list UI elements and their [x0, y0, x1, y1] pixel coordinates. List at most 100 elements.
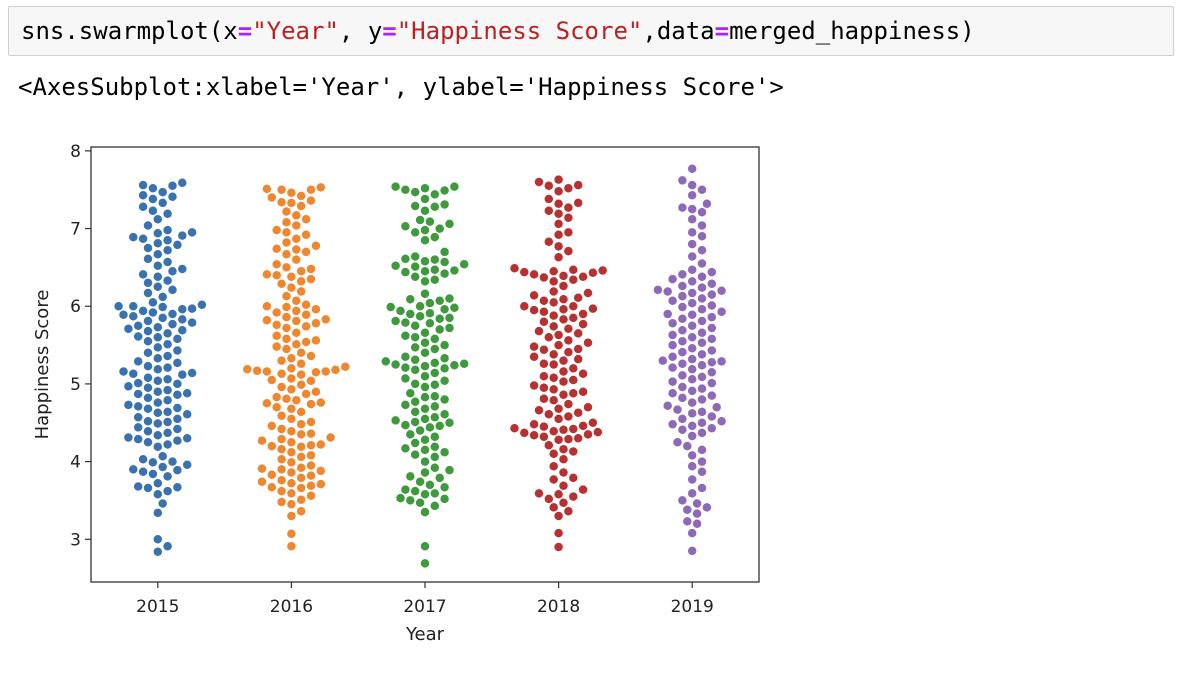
swarm-point-2019 — [652, 284, 663, 295]
swarm-point-2016 — [286, 384, 297, 395]
swarm-point-2016 — [286, 197, 297, 208]
swarm-point-2018 — [548, 266, 559, 277]
swarm-point-2016 — [296, 429, 307, 440]
swarm-point-2018 — [553, 174, 564, 185]
swarm-point-2016 — [281, 333, 292, 344]
swarm-point-2018 — [558, 376, 569, 387]
swarm-point-2016 — [320, 366, 331, 377]
swarm-point-2017 — [390, 316, 401, 326]
code-line[interactable]: sns.swarmplot(x="Year", y="Happiness Sco… — [21, 16, 975, 46]
swarm-point-2019 — [672, 437, 683, 448]
swarm-point-2015 — [128, 301, 139, 312]
swarm-point-2016 — [286, 363, 297, 374]
swarm-point-2016 — [306, 490, 316, 501]
swarm-point-2015 — [172, 378, 183, 389]
swarm-point-2017 — [429, 254, 440, 265]
swarm-point-2018 — [563, 347, 574, 358]
swarm-point-2017 — [429, 189, 440, 200]
swarm-point-2015 — [167, 191, 178, 202]
swarm-point-2016 — [306, 264, 316, 274]
x-tick-label: 2019 — [671, 597, 714, 617]
swarm-point-2017 — [429, 500, 440, 511]
swarm-point-2019 — [687, 180, 698, 191]
swarm-point-2019 — [667, 362, 678, 373]
swarm-point-2017 — [439, 482, 450, 493]
swarm-point-2015 — [138, 180, 149, 191]
swarm-point-2016 — [261, 366, 272, 377]
y-axis-label: Happiness Score — [32, 290, 53, 440]
swarm-point-2017 — [420, 361, 430, 372]
swarm-point-2019 — [687, 364, 698, 375]
y-tick-label: 6 — [70, 297, 81, 317]
swarm-point-2016 — [296, 190, 307, 201]
swarm-point-2017 — [429, 401, 440, 412]
swarm-point-2015 — [143, 336, 153, 347]
swarm-point-2017 — [410, 201, 421, 211]
swarm-point-2015 — [187, 317, 198, 328]
swarm-point-2015 — [152, 332, 163, 343]
swarm-point-2019 — [697, 304, 707, 315]
swarm-point-2017 — [429, 274, 440, 285]
swarm-point-2015 — [177, 264, 188, 274]
swarm-point-2019 — [697, 231, 707, 242]
swarm-point-2016 — [291, 210, 302, 221]
swarm-point-2016 — [306, 470, 316, 481]
swarm-point-2016 — [276, 454, 287, 465]
swarm-point-2015 — [118, 366, 129, 377]
swarm-point-2017 — [385, 302, 396, 312]
swarm-point-2015 — [128, 464, 139, 475]
code-y-val: "Happiness Score" — [396, 17, 643, 45]
swarm-point-2017 — [429, 201, 440, 212]
swarm-point-2015 — [143, 243, 153, 253]
swarm-point-2018 — [568, 301, 579, 312]
swarm-point-2018 — [543, 194, 554, 204]
swarm-point-2016 — [306, 428, 316, 439]
swarm-point-2017 — [410, 332, 421, 343]
swarm-point-2017 — [459, 259, 470, 270]
code-x-val: "Year" — [252, 17, 339, 45]
swarm-point-2017 — [449, 360, 460, 371]
swarm-point-2016 — [286, 413, 297, 424]
swarm-point-2015 — [147, 183, 158, 194]
swarm-point-2016 — [296, 406, 307, 417]
swarm-point-2019 — [697, 406, 707, 417]
swarm-point-2017 — [400, 399, 411, 410]
swarm-point-2015 — [177, 325, 188, 336]
swarm-point-2017 — [400, 373, 411, 384]
swarm-point-2015 — [152, 534, 163, 545]
swarm-point-2019 — [706, 367, 717, 378]
swarm-point-2019 — [662, 309, 673, 319]
swarm-point-2015 — [172, 357, 183, 368]
swarm-point-2016 — [310, 318, 321, 329]
x-tick-label: 2016 — [270, 597, 313, 617]
swarm-point-2019 — [687, 354, 698, 365]
swarm-point-2018 — [553, 528, 564, 539]
swarm-point-2016 — [257, 435, 267, 446]
swarm-point-2018 — [538, 306, 549, 317]
swarm-point-2019 — [687, 227, 698, 238]
swarm-point-2017 — [444, 312, 455, 323]
swarm-point-2017 — [400, 253, 411, 264]
swarm-point-2019 — [677, 413, 688, 424]
swarm-point-2019 — [706, 267, 717, 278]
swarm-point-2015 — [162, 362, 173, 373]
swarm-point-2016 — [310, 240, 321, 251]
swarm-point-2018 — [548, 448, 559, 459]
y-tick-label: 3 — [70, 530, 81, 550]
swarm-point-2015 — [152, 249, 163, 260]
swarm-point-2016 — [296, 419, 307, 430]
swarm-point-2017 — [415, 425, 426, 436]
swarm-point-2019 — [687, 214, 698, 225]
swarm-point-2016 — [310, 335, 321, 346]
swarm-point-2017 — [400, 443, 411, 454]
swarm-point-2015 — [162, 486, 173, 497]
swarm-point-2016 — [306, 399, 316, 410]
cell-output-text: <AxesSubplot:xlabel='Year', ylabel='Happ… — [18, 73, 784, 101]
swarm-point-2016 — [306, 480, 316, 491]
swarm-point-2018 — [553, 218, 564, 229]
swarm-point-2017 — [410, 486, 421, 497]
swarm-point-2018 — [529, 419, 540, 430]
swarm-point-2018 — [587, 303, 598, 314]
code-cell[interactable]: sns.swarmplot(x="Year", y="Happiness Sco… — [8, 6, 1174, 56]
swarm-point-2019 — [667, 376, 678, 387]
